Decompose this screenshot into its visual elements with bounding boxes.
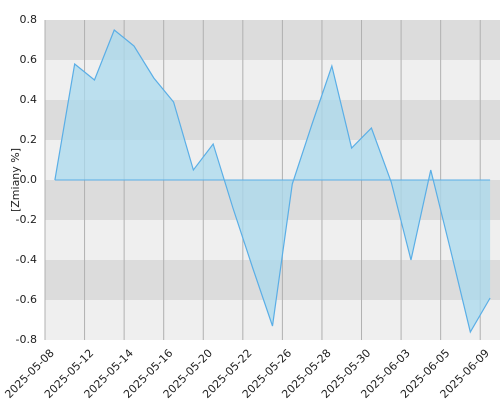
y-tick-label: 0.2 — [20, 133, 38, 146]
y-tick-label: 0.8 — [20, 13, 38, 26]
y-tick-label: -0.4 — [16, 253, 37, 266]
y-tick-label: 0.0 — [20, 173, 38, 186]
y-tick-label: 0.4 — [20, 93, 38, 106]
y-tick-label: -0.8 — [16, 333, 37, 346]
y-tick-label: -0.2 — [16, 213, 37, 226]
area — [54, 30, 491, 332]
line — [54, 29, 491, 334]
y-tick-label: -0.6 — [16, 293, 37, 306]
y-tick-label: 0.6 — [20, 53, 38, 66]
y-axis-label: [Zmiany %] — [9, 148, 22, 212]
